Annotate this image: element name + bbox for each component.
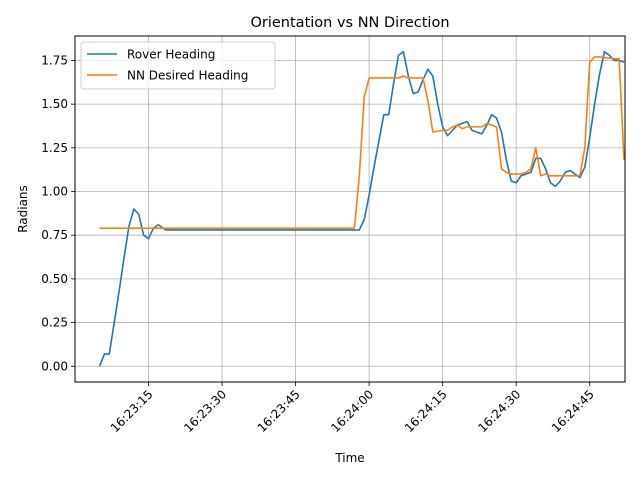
legend-box xyxy=(80,41,276,90)
x-tick-label: 16:23:15 xyxy=(108,387,156,435)
plot-frame xyxy=(74,35,626,383)
chart-title: Orientation vs NN Direction xyxy=(250,15,449,31)
y-axis-label: Radians xyxy=(16,185,30,233)
series-line-nn-desired-heading xyxy=(99,56,625,230)
x-tick-label: 16:23:45 xyxy=(255,387,303,435)
x-tick-label: 16:24:15 xyxy=(402,387,450,435)
series-line-rover-heading xyxy=(98,50,625,367)
x-axis-ticks: 16:23:15 16:23:30 16:23:45 16:24:00 16:24:15… xyxy=(108,382,597,435)
x-tick-label: 16:23:30 xyxy=(181,387,229,435)
x-tick-label: 16:24:30 xyxy=(475,387,523,435)
y-tick-label: 1.75 xyxy=(41,53,68,67)
y-tick-label: 1.50 xyxy=(41,97,68,111)
series-lines xyxy=(98,50,625,367)
y-tick-label: 0.00 xyxy=(41,359,68,373)
grid xyxy=(75,36,625,382)
x-tick-label: 16:24:45 xyxy=(549,387,597,435)
y-axis-ticks: 0.00 0.25 0.50 0.75 1.00 1.25 1.50 1.75 xyxy=(41,53,75,373)
x-tick-label: 16:24:00 xyxy=(328,387,376,435)
y-tick-label: 1.25 xyxy=(41,141,68,155)
x-axis-label: Time xyxy=(334,451,364,465)
y-tick-label: 0.75 xyxy=(41,228,68,242)
legend-label-nn-desired-heading: NN Desired Heading xyxy=(127,69,248,83)
y-tick-label: 1.00 xyxy=(41,185,68,199)
y-tick-label: 0.50 xyxy=(41,272,68,286)
legend: Rover Heading NN Desired Heading xyxy=(80,41,276,90)
y-tick-label: 0.25 xyxy=(41,316,68,330)
legend-label-rover-heading: Rover Heading xyxy=(127,48,215,62)
